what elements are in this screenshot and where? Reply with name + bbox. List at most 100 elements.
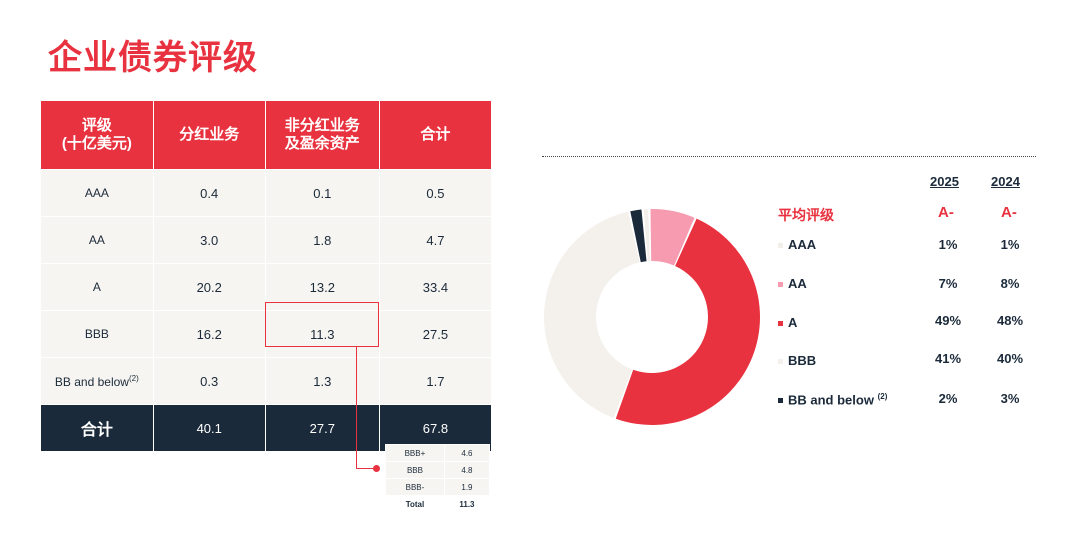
total-label: 合计 xyxy=(40,404,154,452)
cell-participating: 16.2 xyxy=(152,310,266,358)
table-header-row: 评级 (十亿美元) 分红业务 非分红业务 及盈余资产 合计 xyxy=(40,100,493,170)
breakdown-row: BBB- 1.9 xyxy=(385,478,491,496)
breakdown-total-label: Total xyxy=(385,495,445,513)
legend-value-2025: 49% xyxy=(934,313,962,328)
breakdown-total-row: Total 11.3 xyxy=(385,495,491,513)
legend-label: BB and below xyxy=(788,392,874,408)
connector-line-vertical xyxy=(356,347,357,469)
donut-slice-aa xyxy=(650,209,695,266)
bbb-breakdown-table: BBB+ 4.6 BBB 4.8 BBB- 1.9 Total 11.3 xyxy=(385,444,491,513)
legend-swatch xyxy=(778,282,783,288)
row-label: AA xyxy=(40,216,154,264)
header-participating-text: 分红业务 xyxy=(179,126,240,143)
legend-value-2025: 41% xyxy=(934,351,962,366)
legend-label: AA xyxy=(788,276,807,291)
header-total-text: 合计 xyxy=(420,126,451,143)
header-participating: 分红业务 xyxy=(152,100,266,170)
year-2024-header: 2024 xyxy=(991,174,1020,189)
row-label-text: BBB xyxy=(84,327,109,341)
row-label-text: BB and below xyxy=(54,374,129,389)
legend-swatch xyxy=(778,398,783,404)
legend-value-2024: 3% xyxy=(1000,391,1020,406)
header-rating-text: 评级 (十亿美元) xyxy=(61,117,132,152)
cell-participating: 3.0 xyxy=(152,216,266,264)
cell-total: 33.4 xyxy=(378,263,493,311)
legend-value-2024: 48% xyxy=(996,313,1024,328)
rating-donut-chart xyxy=(544,209,760,425)
breakdown-label: BBB- xyxy=(385,478,445,496)
legend-value-2025: 2% xyxy=(938,391,958,406)
donut-slices xyxy=(544,209,760,425)
breakdown-label: BBB xyxy=(385,461,445,479)
legend-value-2025: 7% xyxy=(938,276,958,291)
legend-value-2025: 1% xyxy=(938,237,958,252)
cell-total: 4.7 xyxy=(378,216,493,264)
breakdown-value: 1.9 xyxy=(443,478,491,496)
row-label-text: AAA xyxy=(84,186,109,200)
legend-swatch xyxy=(778,321,783,327)
connector-line-horizontal xyxy=(356,468,376,469)
table-row: BBB 16.2 11.3 27.5 xyxy=(40,310,493,358)
connector-dot xyxy=(373,465,380,472)
breakdown-label: BBB+ xyxy=(385,444,445,462)
row-label-text: AA xyxy=(88,233,105,247)
breakdown-value: 4.6 xyxy=(443,444,491,462)
bbb-highlight-box xyxy=(265,302,379,347)
row-label: A xyxy=(40,263,154,311)
total-participating: 40.1 xyxy=(152,404,266,452)
row-label-text: A xyxy=(92,280,101,294)
legend-item-bbb: BBB xyxy=(778,353,816,368)
cell-participating: 20.2 xyxy=(152,263,266,311)
legend-label: AAA xyxy=(788,237,817,252)
header-rating: 评级 (十亿美元) xyxy=(40,100,154,170)
cell-total: 0.5 xyxy=(378,169,493,217)
legend-value-2024: 1% xyxy=(1000,237,1020,252)
cell-non-participating: 0.1 xyxy=(264,169,380,217)
cell-participating: 0.4 xyxy=(152,169,266,217)
cell-non-participating: 11.3 xyxy=(264,310,380,358)
total-non-participating: 27.7 xyxy=(264,404,380,452)
donut-slice-bb-and-below xyxy=(630,209,647,263)
header-non-participating: 非分红业务 及盈余资产 xyxy=(264,100,380,170)
header-total: 合计 xyxy=(378,100,493,170)
footnote-marker: (2) xyxy=(128,373,139,383)
legend-value-2024: 8% xyxy=(1000,276,1020,291)
breakdown-row: BBB+ 4.6 xyxy=(385,444,491,462)
legend-swatch xyxy=(778,243,783,249)
breakdown-row: BBB 4.8 xyxy=(385,461,491,479)
donut-slice-bbb xyxy=(544,211,640,418)
legend-item-a: A xyxy=(778,315,797,330)
legend-label: BBB xyxy=(788,353,817,368)
cell-non-participating: 1.8 xyxy=(264,216,380,264)
header-non-participating-text: 非分红业务 及盈余资产 xyxy=(284,117,360,152)
divider-line xyxy=(542,156,1036,157)
table-row: BB and below(2) 0.3 1.3 1.7 xyxy=(40,357,493,405)
legend-item-aaa: AAA xyxy=(778,237,816,252)
table-row: AA 3.0 1.8 4.7 xyxy=(40,216,493,264)
row-label: BBB xyxy=(40,310,154,358)
average-rating-2025: A- xyxy=(938,204,954,221)
rating-table: 评级 (十亿美元) 分红业务 非分红业务 及盈余资产 合计 AAA 0.4 0.… xyxy=(40,100,493,452)
donut-slice-aaa xyxy=(643,209,651,262)
row-label: BB and below(2) xyxy=(40,357,154,405)
average-rating-label: 平均评级 xyxy=(778,207,834,223)
average-rating-2024: A- xyxy=(1001,204,1017,221)
legend-value-2024: 40% xyxy=(996,351,1024,366)
rating-legend: 2025 2024 平均评级 A- A- AAA 1% 1% AA 7% 8% … xyxy=(778,170,1038,420)
cell-participating: 0.3 xyxy=(152,357,266,405)
legend-item-aa: AA xyxy=(778,276,807,291)
cell-total: 27.5 xyxy=(378,310,493,358)
table-row: AAA 0.4 0.1 0.5 xyxy=(40,169,493,217)
breakdown-value: 4.8 xyxy=(443,461,491,479)
page-title: 企业债券评级 xyxy=(48,39,258,77)
cell-total: 1.7 xyxy=(378,357,493,405)
legend-swatch xyxy=(778,359,783,365)
row-label: AAA xyxy=(40,169,154,217)
legend-item-bb-below: BB and below (2) xyxy=(778,392,887,407)
footnote-marker: (2) xyxy=(877,392,888,401)
cell-non-participating: 1.3 xyxy=(264,357,380,405)
legend-label: A xyxy=(788,315,798,330)
breakdown-total-value: 11.3 xyxy=(443,495,491,513)
year-2025-header: 2025 xyxy=(930,174,959,189)
donut-slice-a xyxy=(615,218,760,425)
